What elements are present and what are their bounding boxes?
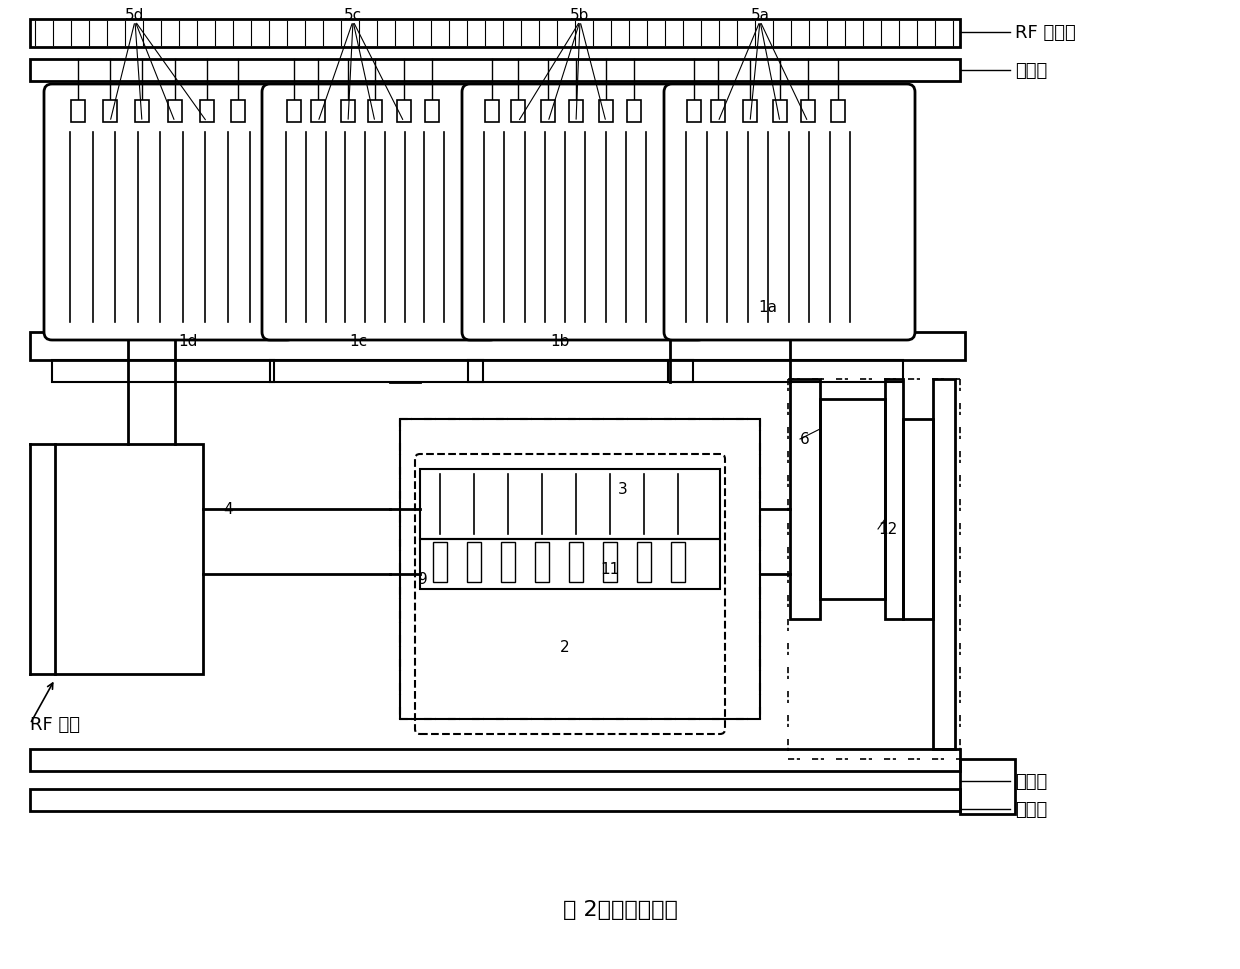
Bar [637,543,651,582]
Bar [831,101,844,123]
Bar [599,101,613,123]
Text: 12: 12 [878,522,898,537]
Text: 1d: 1d [179,333,197,348]
Bar [687,101,701,123]
Text: 6: 6 [800,432,810,447]
Text: 5b: 5b [570,9,590,23]
Bar [569,543,583,582]
Bar [30,332,965,360]
Bar [903,420,932,619]
Bar [103,101,117,123]
Text: 接地线: 接地线 [1016,62,1048,79]
Bar [341,101,355,123]
Bar [420,470,720,540]
Text: 2: 2 [560,640,569,655]
Bar [743,101,756,123]
Text: 5d: 5d [125,9,145,23]
Bar [627,101,641,123]
Bar [467,543,481,582]
Text: RF 输出线: RF 输出线 [1016,24,1076,42]
FancyBboxPatch shape [663,85,915,341]
Bar [801,101,815,123]
Bar [485,101,498,123]
Bar [541,101,556,123]
Bar [534,543,549,582]
Text: 1b: 1b [551,333,569,348]
Text: 1a: 1a [759,300,777,315]
Bar [425,101,439,123]
Bar [231,101,246,123]
Text: 11: 11 [600,562,619,577]
Bar [433,543,446,582]
Bar [71,101,86,123]
Bar [200,101,215,123]
Bar [932,380,955,749]
Bar [52,360,274,383]
Bar [401,420,760,719]
Bar [671,543,684,582]
Bar [270,360,484,383]
Bar [55,445,203,674]
Text: 图 2（现有技术）: 图 2（现有技术） [563,899,677,919]
Text: 1c: 1c [348,333,367,348]
Bar [167,101,182,123]
Bar [30,20,960,47]
Bar [511,101,525,123]
Bar [135,101,149,123]
Bar [820,399,885,600]
Bar [30,60,960,82]
Bar [30,789,960,811]
Text: RF 输入: RF 输入 [30,715,81,734]
Bar [960,760,1016,814]
Bar [397,101,410,123]
Bar [311,101,325,123]
Text: 5a: 5a [750,9,770,23]
Bar [30,749,960,771]
Bar [467,360,693,383]
Bar [885,380,903,619]
Bar [790,380,820,619]
Text: 3: 3 [618,482,627,497]
Bar [420,540,720,589]
Bar [569,101,583,123]
FancyBboxPatch shape [463,85,706,341]
FancyBboxPatch shape [43,85,295,341]
Text: 电源线: 电源线 [1016,772,1048,790]
Bar [286,101,301,123]
Text: 4: 4 [223,502,233,517]
Bar [603,543,618,582]
Text: 接地线: 接地线 [1016,800,1048,818]
Bar [668,360,903,383]
FancyBboxPatch shape [262,85,498,341]
Text: 5c: 5c [343,9,362,23]
Bar [501,543,515,582]
Text: 9: 9 [418,572,428,587]
Bar [711,101,725,123]
Bar [773,101,787,123]
Bar [368,101,382,123]
